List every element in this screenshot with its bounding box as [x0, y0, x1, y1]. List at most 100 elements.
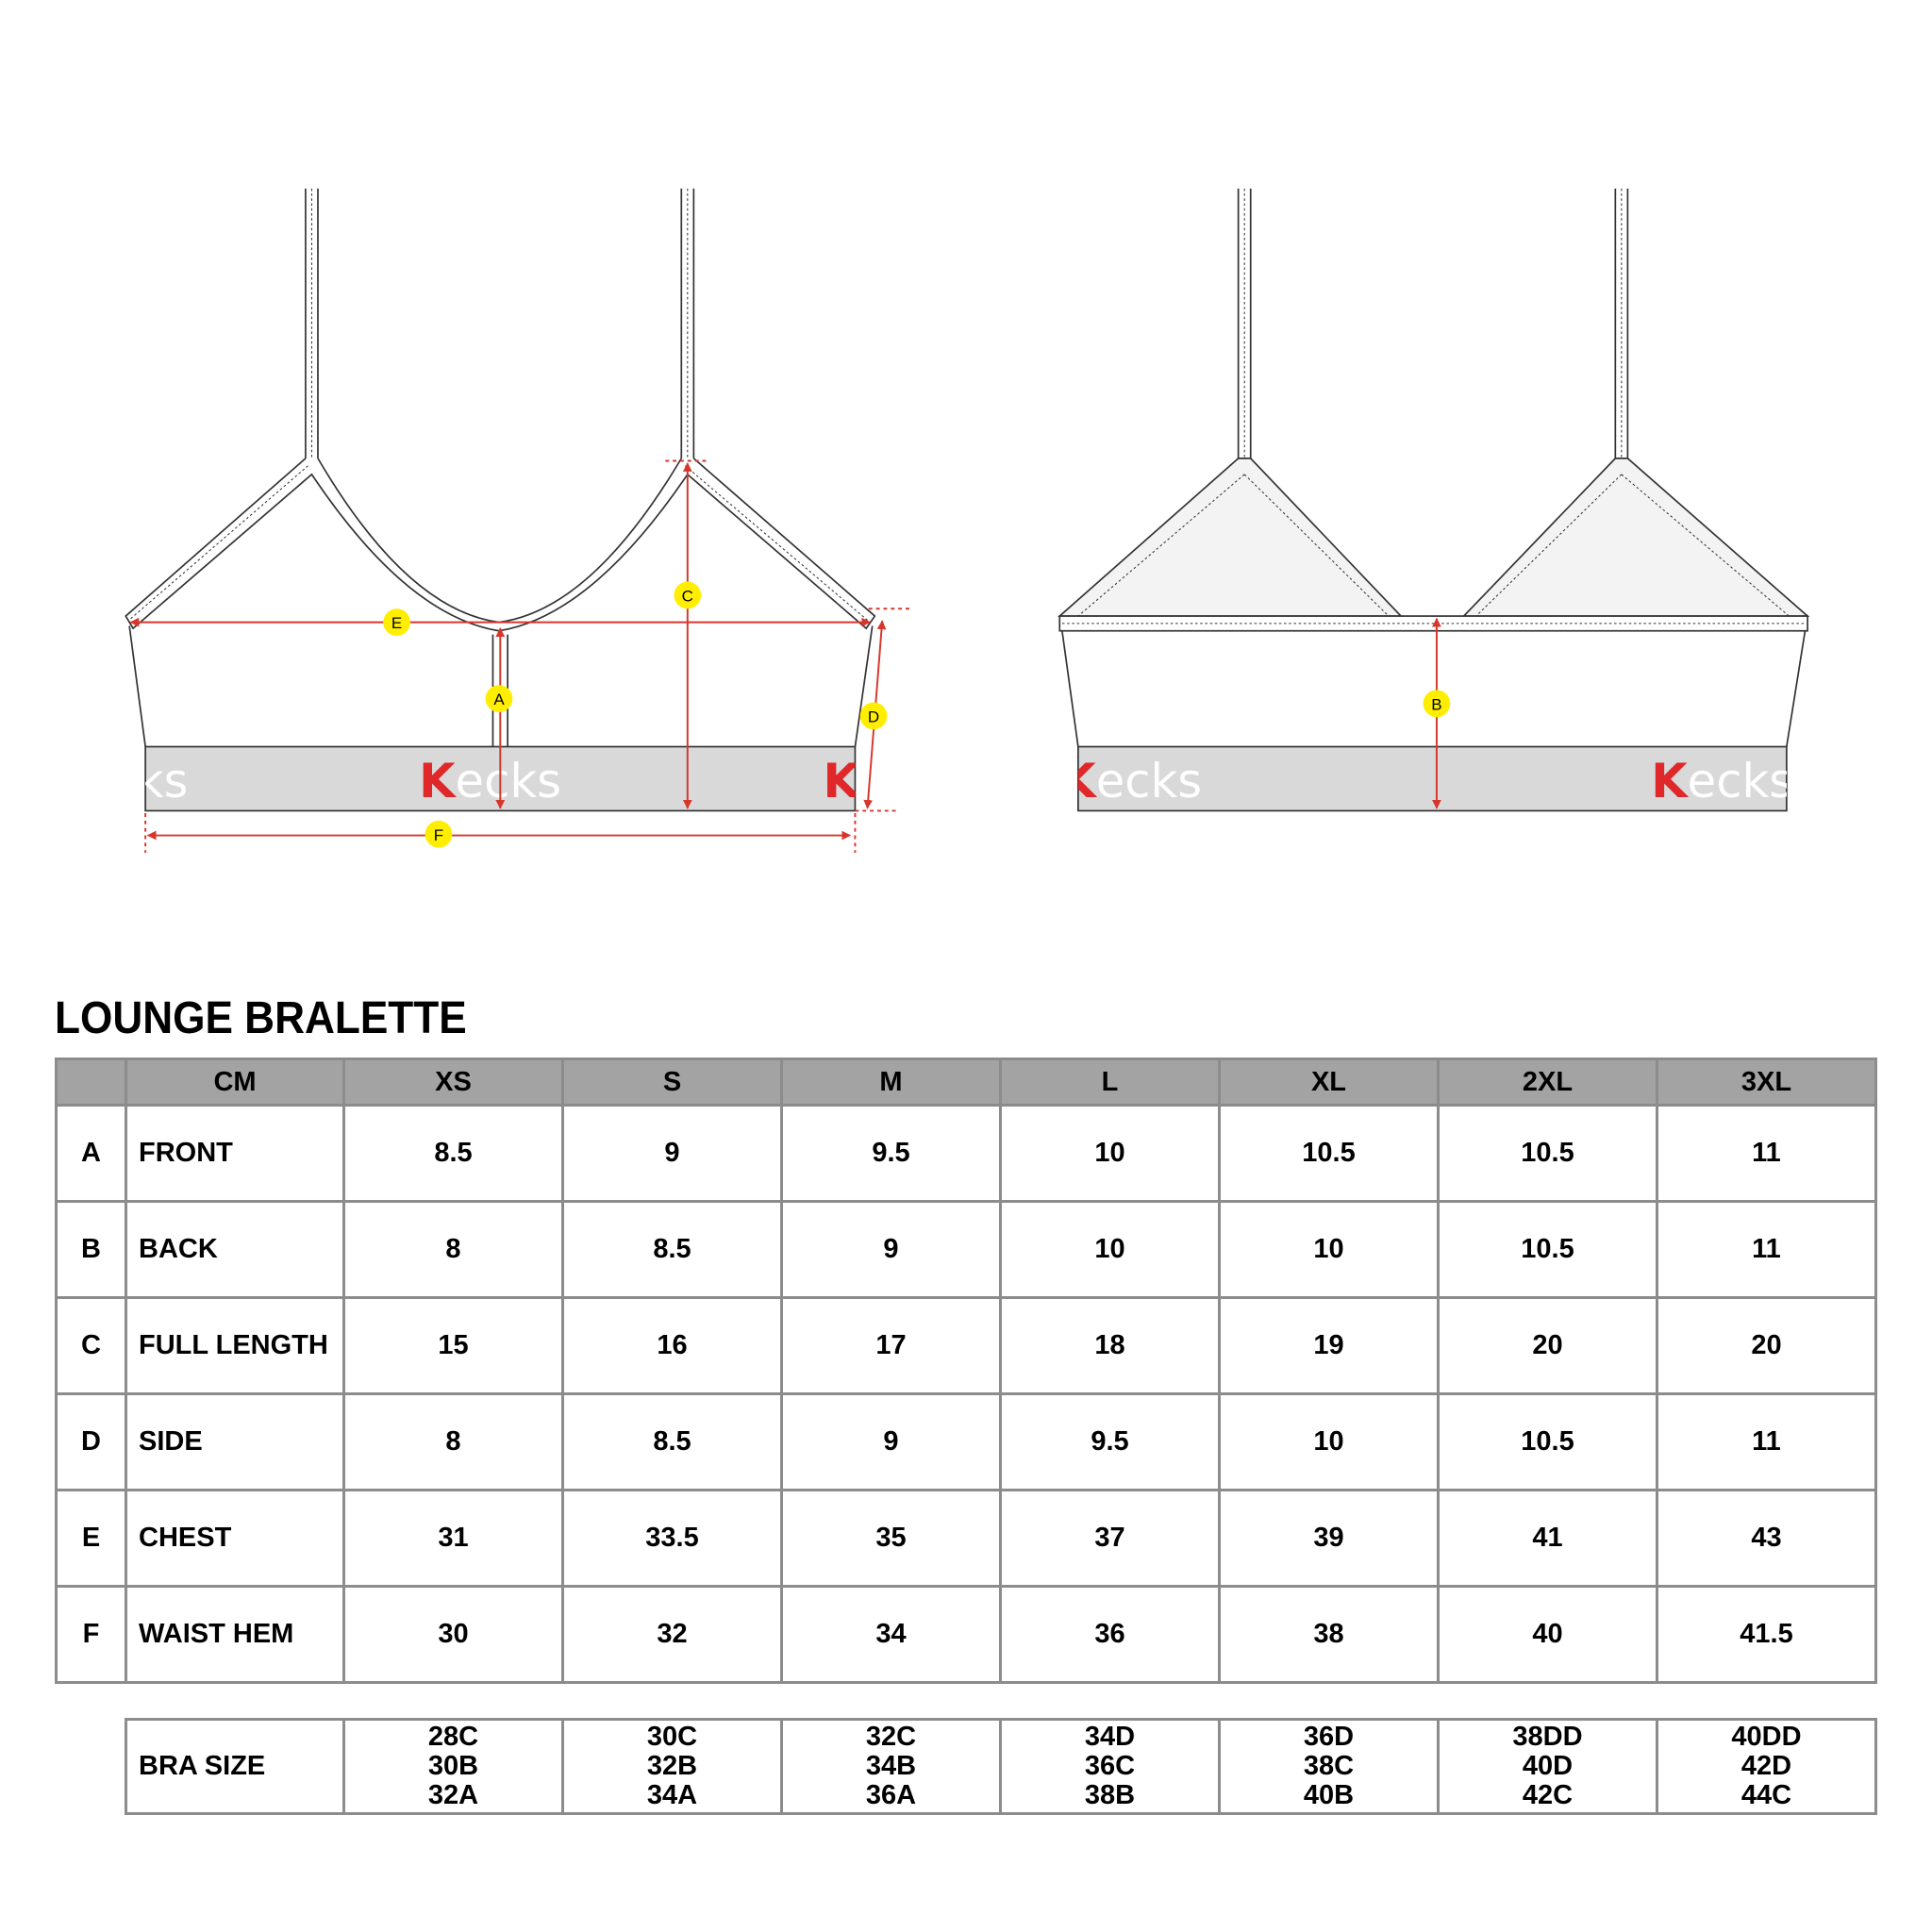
- cell-value: 36: [999, 1585, 1221, 1684]
- bra-size-value: 34D: [1084, 1722, 1136, 1752]
- front-dimensions: [129, 459, 912, 853]
- header-size: L: [999, 1058, 1221, 1107]
- cell-value: 9: [561, 1104, 783, 1203]
- cell-value: 15: [342, 1296, 564, 1395]
- cell-value: 11: [1656, 1104, 1877, 1203]
- cell-value: 19: [1218, 1296, 1440, 1395]
- bra-size-value: 34A: [646, 1780, 698, 1810]
- back-dimensions: B: [1423, 617, 1451, 809]
- svg-text:Kecks: Kecks: [1651, 754, 1793, 808]
- cell-value: 8: [342, 1200, 564, 1299]
- row-name: FULL LENGTH: [125, 1296, 345, 1395]
- cell-value: 20: [1656, 1296, 1877, 1395]
- svg-text:Kecks: Kecks: [419, 754, 561, 808]
- row-name: SIDE: [125, 1392, 345, 1491]
- svg-text:E: E: [391, 614, 402, 632]
- svg-text:cks: cks: [111, 754, 189, 808]
- bra-size-row: BRA SIZE 28C 30B 32A 30C 32B 34A 32C 34B 36A 34D 3…: [125, 1718, 1877, 1815]
- left-strap: [305, 188, 319, 458]
- back-view: Kecks Kecks: [1058, 188, 1810, 812]
- brand-logo: Kecks Kecks: [1059, 754, 1793, 808]
- cell-value: 10.5: [1437, 1104, 1658, 1203]
- bra-size-value: 38B: [1084, 1780, 1136, 1810]
- brand-logo: cks Kecks Kecks: [111, 754, 855, 808]
- left-strap: [1237, 188, 1252, 458]
- cell-value: 39: [1218, 1489, 1440, 1588]
- product-title: LOUNGE BRALETTE: [55, 993, 467, 1043]
- bra-size-value: 30B: [427, 1751, 479, 1781]
- bra-size-value: 36A: [865, 1780, 917, 1810]
- cell-value: 32: [561, 1585, 783, 1684]
- cell-value: 10.5: [1437, 1392, 1658, 1491]
- row-name: BACK: [125, 1200, 345, 1299]
- row-code: A: [55, 1104, 127, 1203]
- table-row: D SIDE 8 8.5 9 9.5 10 10.5 11: [55, 1392, 1877, 1491]
- svg-text:D: D: [868, 708, 879, 725]
- marker-e: E: [383, 608, 410, 636]
- cell-value: 31: [342, 1489, 564, 1588]
- cell-value: 9.5: [999, 1392, 1221, 1491]
- bra-size-cell: 38DD 40D 42C: [1437, 1718, 1658, 1815]
- bra-size-value: 36D: [1303, 1722, 1355, 1752]
- row-code: E: [55, 1489, 127, 1588]
- cell-value: 41: [1437, 1489, 1658, 1588]
- cell-value: 10: [1218, 1200, 1440, 1299]
- bra-size-cell: 28C 30B 32A: [342, 1718, 564, 1815]
- bra-size-value: 38C: [1303, 1751, 1355, 1781]
- cell-value: 8.5: [342, 1104, 564, 1203]
- cell-value: 41.5: [1656, 1585, 1877, 1684]
- cell-value: 8: [342, 1392, 564, 1491]
- bra-size-cell: 36D 38C 40B: [1218, 1718, 1440, 1815]
- cell-value: 9.5: [780, 1104, 1002, 1203]
- cell-value: 43: [1656, 1489, 1877, 1588]
- marker-b: B: [1423, 690, 1451, 718]
- cell-value: 16: [561, 1296, 783, 1395]
- marker-f: F: [425, 820, 453, 848]
- bra-size-value: 32B: [646, 1751, 698, 1781]
- row-code: C: [55, 1296, 127, 1395]
- cell-value: 11: [1656, 1392, 1877, 1491]
- row-code: D: [55, 1392, 127, 1491]
- table-row: E CHEST 31 33.5 35 37 39 41 43: [55, 1489, 1877, 1588]
- cell-value: 9: [780, 1392, 1002, 1491]
- cell-value: 10: [1218, 1392, 1440, 1491]
- bra-size-value: 32A: [427, 1780, 479, 1810]
- cell-value: 30: [342, 1585, 564, 1684]
- svg-text:B: B: [1431, 695, 1441, 713]
- table-row: A FRONT 8.5 9 9.5 10 10.5 10.5 11: [55, 1104, 1877, 1203]
- cell-value: 18: [999, 1296, 1221, 1395]
- bra-size-value: 40D: [1522, 1751, 1574, 1781]
- header-size: 2XL: [1437, 1058, 1658, 1107]
- cell-value: 8.5: [561, 1392, 783, 1491]
- bra-size-value: 42C: [1522, 1780, 1574, 1810]
- marker-c: C: [674, 581, 702, 609]
- cell-value: 10.5: [1437, 1200, 1658, 1299]
- bra-size-cell: 32C 34B 36A: [780, 1718, 1002, 1815]
- marker-a: A: [485, 685, 513, 712]
- svg-text:A: A: [493, 691, 505, 708]
- bra-size-value: 34B: [865, 1751, 917, 1781]
- svg-text:Kecks: Kecks: [1059, 754, 1202, 808]
- cell-value: 35: [780, 1489, 1002, 1588]
- cell-value: 34: [780, 1585, 1002, 1684]
- cup-outline: [125, 458, 876, 632]
- bra-size-value: 36C: [1084, 1751, 1136, 1781]
- cell-value: 10: [999, 1104, 1221, 1203]
- front-markers: E A C D F: [383, 581, 888, 848]
- header-size: XS: [342, 1058, 564, 1107]
- cell-value: 20: [1437, 1296, 1658, 1395]
- row-name: CHEST: [125, 1489, 345, 1588]
- cell-value: 40: [1437, 1585, 1658, 1684]
- svg-text:F: F: [434, 826, 443, 844]
- bra-size-value: 40DD: [1731, 1722, 1802, 1752]
- bra-size-cell: 34D 36C 38B: [999, 1718, 1221, 1815]
- svg-text:C: C: [682, 587, 693, 605]
- cell-value: 38: [1218, 1585, 1440, 1684]
- bra-size-cell: 40DD 42D 44C: [1656, 1718, 1877, 1815]
- header-size: S: [561, 1058, 783, 1107]
- bra-size-table: BRA SIZE 28C 30B 32A 30C 32B 34A 32C 34B 36A 34D 3…: [125, 1718, 1877, 1815]
- cell-value: 9: [780, 1200, 1002, 1299]
- header-size: M: [780, 1058, 1002, 1107]
- bra-size-value: 42D: [1740, 1751, 1792, 1781]
